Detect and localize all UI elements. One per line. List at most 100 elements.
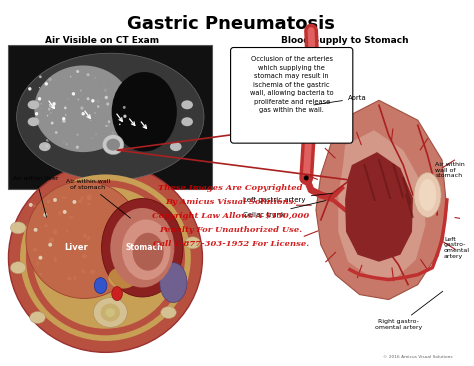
Ellipse shape	[40, 103, 42, 105]
Ellipse shape	[39, 75, 42, 78]
Ellipse shape	[46, 139, 48, 141]
Ellipse shape	[79, 113, 80, 115]
Text: Air within liver: Air within liver	[13, 176, 59, 217]
Ellipse shape	[30, 311, 46, 324]
Ellipse shape	[17, 53, 204, 180]
Ellipse shape	[87, 97, 90, 100]
Ellipse shape	[100, 303, 120, 321]
Text: Aorta: Aorta	[314, 95, 367, 105]
Ellipse shape	[94, 77, 96, 79]
Ellipse shape	[80, 130, 81, 131]
Ellipse shape	[44, 213, 47, 217]
Ellipse shape	[70, 76, 72, 77]
Text: By Amicus Visual Solutions.: By Amicus Visual Solutions.	[165, 198, 296, 206]
Ellipse shape	[36, 261, 39, 266]
Ellipse shape	[73, 276, 76, 280]
Ellipse shape	[39, 142, 51, 151]
Ellipse shape	[107, 84, 109, 86]
Ellipse shape	[110, 208, 174, 288]
Ellipse shape	[101, 198, 183, 297]
Ellipse shape	[33, 187, 178, 329]
Ellipse shape	[46, 200, 50, 203]
Ellipse shape	[107, 125, 109, 127]
Ellipse shape	[133, 233, 164, 271]
Ellipse shape	[122, 220, 171, 280]
Text: Left gastric artery: Left gastric artery	[243, 193, 333, 203]
Ellipse shape	[99, 80, 100, 81]
Ellipse shape	[80, 107, 83, 110]
Ellipse shape	[64, 107, 66, 109]
Ellipse shape	[48, 243, 52, 247]
Ellipse shape	[94, 112, 96, 114]
Ellipse shape	[123, 106, 126, 109]
Ellipse shape	[52, 108, 54, 109]
Ellipse shape	[73, 200, 76, 204]
Ellipse shape	[48, 108, 51, 111]
Ellipse shape	[9, 163, 202, 352]
Ellipse shape	[87, 194, 92, 200]
Ellipse shape	[49, 104, 51, 106]
Ellipse shape	[72, 92, 75, 96]
Ellipse shape	[10, 222, 26, 234]
Ellipse shape	[67, 277, 72, 281]
Ellipse shape	[76, 133, 79, 136]
Ellipse shape	[76, 146, 79, 149]
Ellipse shape	[20, 175, 191, 341]
Ellipse shape	[96, 100, 100, 103]
Ellipse shape	[182, 117, 193, 126]
Ellipse shape	[82, 254, 87, 258]
Ellipse shape	[49, 238, 54, 243]
Ellipse shape	[95, 133, 97, 135]
Ellipse shape	[34, 66, 132, 152]
Ellipse shape	[58, 210, 61, 216]
Ellipse shape	[45, 224, 48, 227]
Ellipse shape	[107, 120, 109, 122]
Ellipse shape	[66, 229, 68, 233]
Ellipse shape	[34, 228, 37, 232]
Ellipse shape	[50, 112, 52, 113]
Ellipse shape	[29, 203, 33, 207]
Ellipse shape	[104, 89, 107, 92]
Ellipse shape	[161, 307, 176, 318]
Text: Air Visible on CT Exam: Air Visible on CT Exam	[46, 36, 160, 45]
Ellipse shape	[89, 96, 91, 98]
Ellipse shape	[49, 134, 50, 135]
Ellipse shape	[185, 237, 201, 249]
Ellipse shape	[119, 124, 120, 125]
Ellipse shape	[61, 142, 62, 143]
Text: Occlusion of the arteries
which supplying the
stomach may result in
ischemia of : Occlusion of the arteries which supplyin…	[250, 56, 334, 113]
Text: These Images Are Copyrighted: These Images Are Copyrighted	[158, 184, 303, 192]
Ellipse shape	[47, 141, 49, 142]
Ellipse shape	[82, 196, 83, 200]
Ellipse shape	[78, 199, 82, 203]
Ellipse shape	[112, 287, 122, 300]
Text: Air within
wall of
stomach: Air within wall of stomach	[435, 162, 465, 178]
Ellipse shape	[304, 176, 309, 180]
Ellipse shape	[51, 122, 54, 124]
Ellipse shape	[38, 97, 41, 101]
Ellipse shape	[53, 229, 57, 235]
Ellipse shape	[117, 138, 119, 141]
Ellipse shape	[105, 96, 108, 99]
Text: Air within wall
of stomach: Air within wall of stomach	[66, 179, 130, 218]
Text: © 2016 Amicus Visual Solutions: © 2016 Amicus Visual Solutions	[383, 355, 453, 359]
Ellipse shape	[27, 117, 39, 126]
Ellipse shape	[45, 82, 48, 86]
Polygon shape	[316, 100, 447, 299]
Ellipse shape	[90, 269, 95, 274]
Ellipse shape	[38, 188, 40, 190]
Text: Celiac trunk: Celiac trunk	[243, 201, 326, 218]
Ellipse shape	[69, 216, 73, 219]
Text: Gastric Pneumatosis: Gastric Pneumatosis	[127, 15, 335, 33]
Ellipse shape	[39, 273, 42, 276]
Ellipse shape	[63, 210, 67, 214]
Ellipse shape	[10, 262, 26, 274]
Ellipse shape	[41, 107, 43, 109]
Ellipse shape	[26, 180, 185, 335]
Ellipse shape	[39, 87, 40, 88]
Ellipse shape	[26, 181, 142, 298]
Ellipse shape	[160, 263, 187, 303]
Ellipse shape	[82, 112, 85, 116]
Ellipse shape	[38, 256, 42, 260]
Polygon shape	[345, 152, 413, 262]
